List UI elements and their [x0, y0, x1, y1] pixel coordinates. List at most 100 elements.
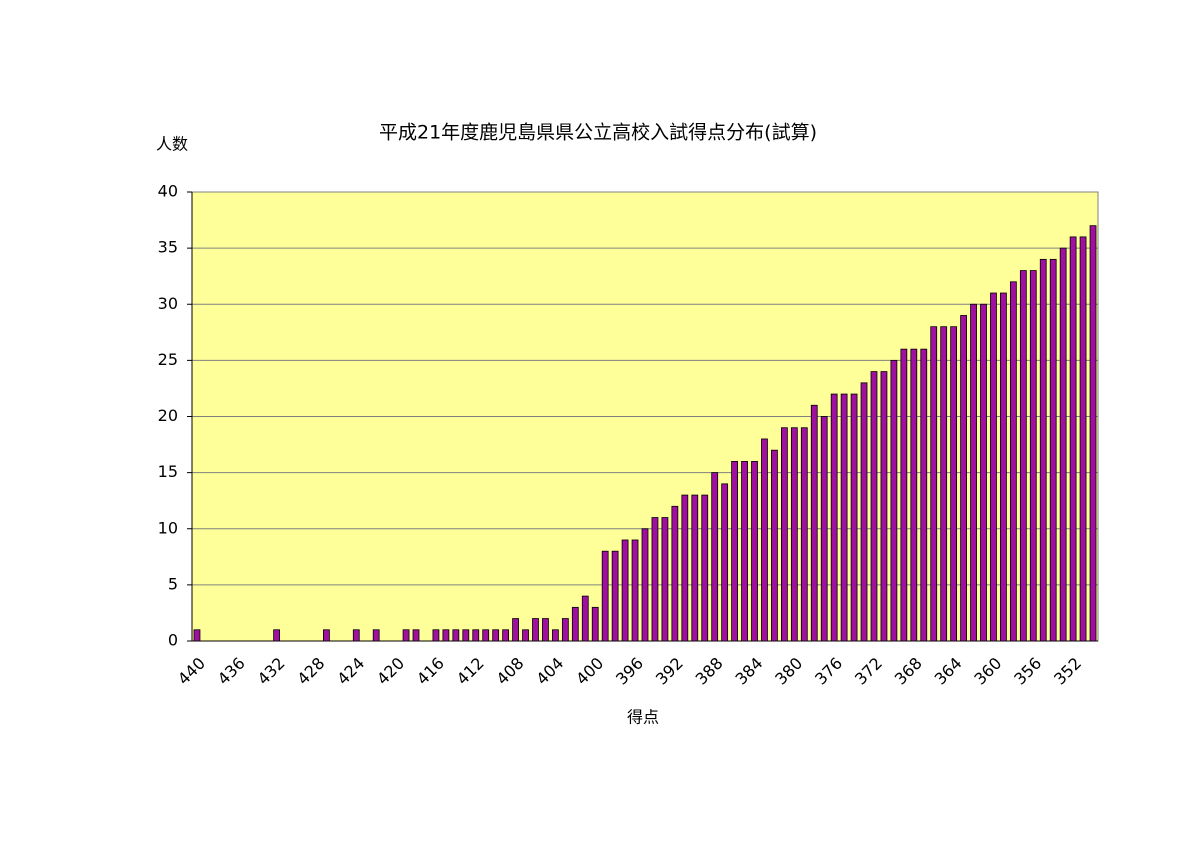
bar — [780, 427, 788, 642]
bar — [1029, 270, 1037, 642]
bar — [651, 517, 659, 642]
bar — [601, 550, 609, 642]
x-tick-label: 368 — [891, 654, 926, 689]
bar — [980, 303, 987, 642]
bar — [581, 595, 589, 642]
bar — [372, 629, 380, 642]
y-tick-label: 40 — [158, 182, 178, 201]
bar — [691, 494, 699, 642]
x-tick-label: 388 — [692, 654, 727, 689]
bar — [502, 629, 510, 642]
bar — [870, 371, 878, 642]
x-axis-label: 得点 — [627, 708, 659, 727]
x-tick-label: 380 — [771, 654, 806, 689]
bar — [442, 629, 450, 642]
bar — [1009, 281, 1017, 642]
bar — [900, 348, 908, 642]
x-tick-label: 384 — [731, 654, 766, 689]
bar — [940, 326, 948, 642]
bar — [621, 539, 629, 642]
bar — [611, 550, 619, 642]
bar — [193, 629, 201, 642]
x-tick-label: 364 — [931, 654, 966, 689]
bar — [820, 416, 828, 642]
bar — [273, 629, 281, 642]
bar — [542, 618, 549, 642]
x-tick-label: 404 — [532, 654, 567, 689]
y-tick-label: 35 — [158, 238, 178, 257]
bar — [1049, 258, 1057, 642]
bar — [561, 618, 569, 642]
bar — [930, 326, 938, 642]
bar — [1000, 292, 1007, 642]
bar — [810, 404, 818, 642]
y-tick-label: 0 — [168, 631, 178, 650]
bar — [741, 460, 748, 642]
bar — [482, 629, 490, 642]
x-tick-label: 408 — [493, 654, 528, 689]
x-tick-label: 400 — [572, 654, 607, 689]
bar — [840, 393, 848, 642]
y-tick-label: 15 — [158, 462, 178, 481]
bar — [462, 629, 470, 642]
bar — [1039, 258, 1047, 642]
bar — [681, 494, 689, 642]
bar — [731, 460, 738, 642]
x-tick-label: 440 — [174, 654, 209, 689]
bar — [1059, 247, 1067, 642]
bar — [512, 618, 519, 642]
y-tick-label: 5 — [168, 574, 178, 593]
bar — [591, 606, 599, 642]
bar — [910, 348, 918, 642]
bar — [671, 505, 679, 642]
bar — [1019, 270, 1027, 642]
bar — [890, 359, 898, 642]
bar — [571, 606, 579, 642]
x-tick-label: 424 — [333, 654, 368, 689]
bar — [532, 618, 539, 642]
bar — [860, 382, 868, 642]
x-tick-label: 376 — [811, 654, 846, 689]
x-tick-label: 356 — [1010, 654, 1045, 689]
y-tick-label: 20 — [158, 406, 178, 425]
bar — [522, 629, 529, 642]
bar — [761, 438, 768, 642]
bar — [631, 539, 639, 642]
x-tick-label: 392 — [652, 654, 687, 689]
x-tick-label: 396 — [612, 654, 647, 689]
bar — [721, 483, 729, 642]
bar — [641, 528, 649, 642]
x-tick-label: 412 — [453, 654, 488, 689]
x-tick-label: 360 — [970, 654, 1005, 689]
bar — [1069, 236, 1077, 642]
bar — [800, 427, 808, 642]
x-tick-label: 416 — [413, 654, 448, 689]
bar — [661, 517, 669, 642]
bar — [552, 629, 559, 642]
x-tick-label: 352 — [1050, 654, 1085, 689]
x-tick-label: 372 — [851, 654, 886, 689]
bar — [701, 494, 709, 642]
bar — [412, 629, 420, 642]
bar — [432, 629, 440, 642]
bar — [1089, 225, 1097, 642]
bar — [452, 629, 460, 642]
bar — [970, 303, 977, 642]
chart-title: 平成21年度鹿児島県県公立高校入試得点分布(試算) — [379, 122, 817, 144]
bar — [472, 629, 480, 642]
bar — [960, 315, 967, 642]
x-tick-label: 428 — [293, 654, 328, 689]
y-tick-label: 10 — [158, 518, 178, 537]
bar — [790, 427, 798, 642]
bar — [492, 629, 500, 642]
bar — [880, 371, 888, 642]
x-tick-label: 420 — [373, 654, 408, 689]
bar — [323, 629, 330, 642]
bar — [352, 629, 360, 642]
bar — [402, 629, 410, 642]
y-tick-label: 30 — [158, 294, 178, 313]
bar — [830, 393, 838, 642]
y-axis-label: 人数 — [156, 135, 188, 154]
y-tick-label: 25 — [158, 350, 178, 369]
